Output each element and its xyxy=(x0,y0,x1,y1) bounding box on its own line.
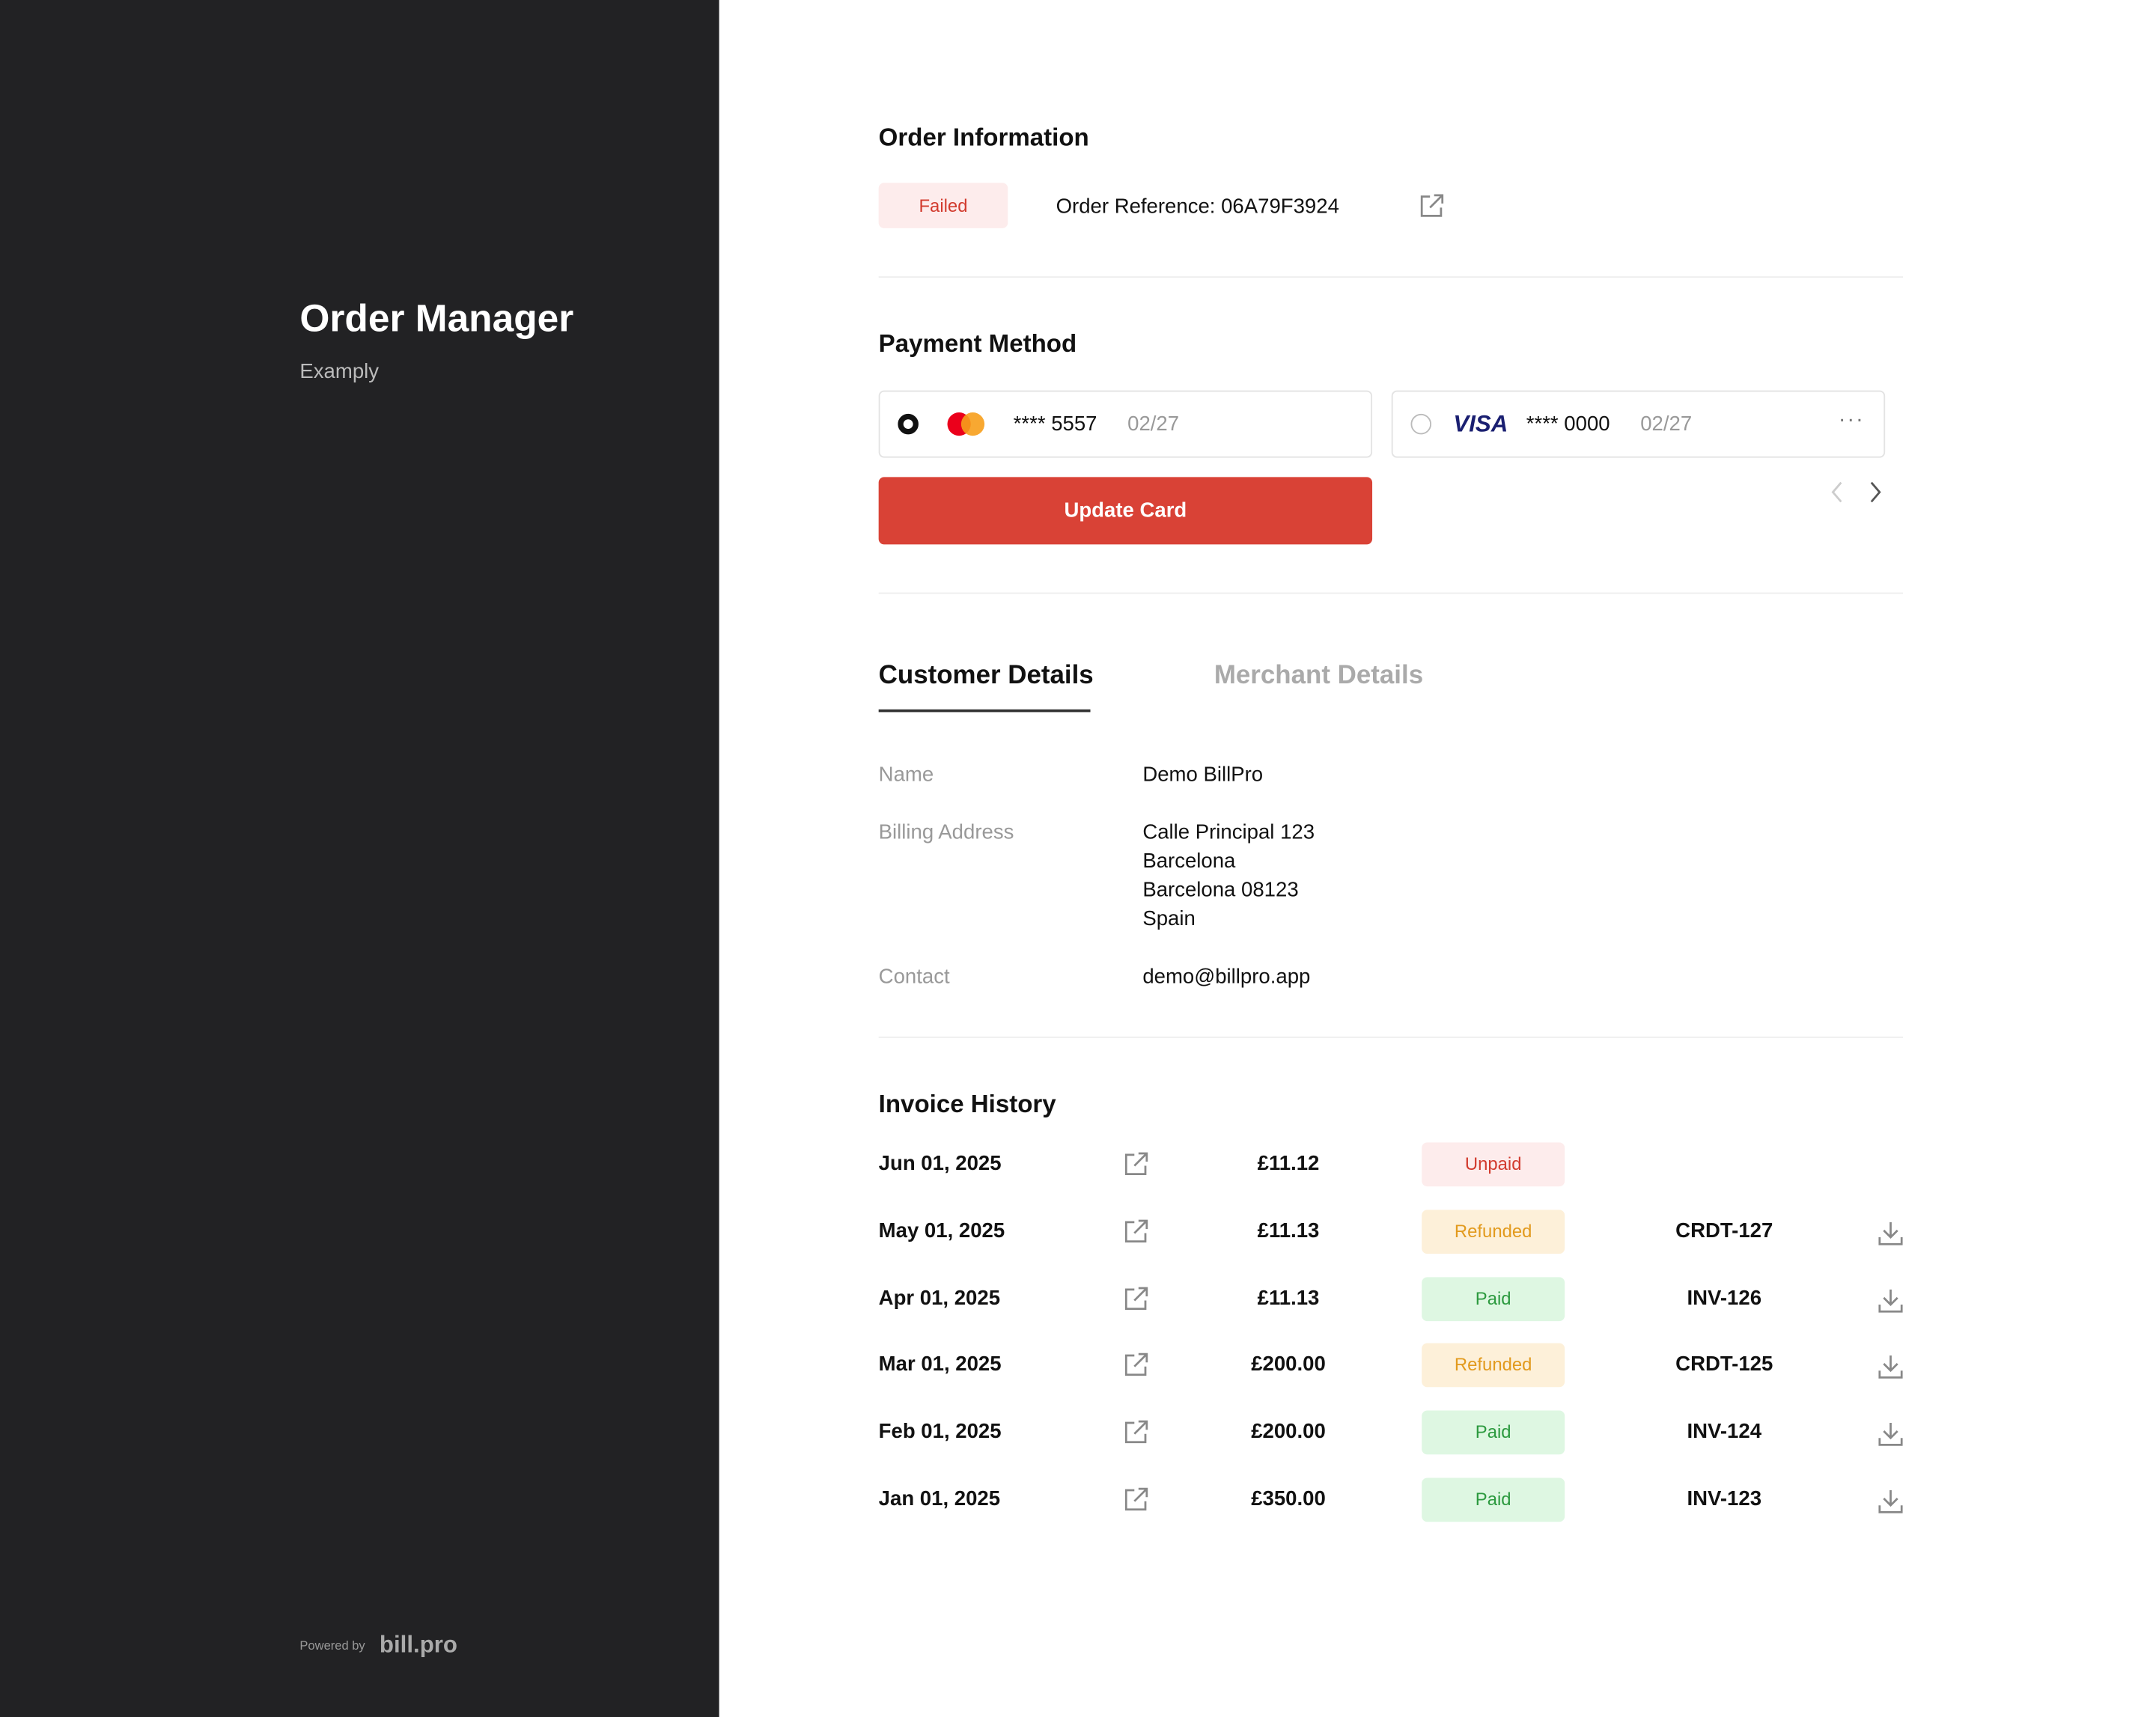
detail-value: Barcelona xyxy=(1142,850,1236,873)
open-link-icon[interactable] xyxy=(1418,192,1446,220)
invoice-status-pill xyxy=(1422,1410,1565,1455)
app-title: Order Manager xyxy=(299,296,574,340)
invoice-date: Feb 01, 2025 xyxy=(878,1420,1002,1444)
section-heading: Order Information xyxy=(878,123,1089,152)
open-invoice-icon[interactable] xyxy=(1122,1486,1150,1514)
invoice-status-pill xyxy=(1422,1477,1565,1522)
divider xyxy=(878,592,1904,594)
detail-value: Spain xyxy=(1142,907,1196,931)
button-label[interactable]: Update Card xyxy=(1064,498,1187,522)
invoice-status: Paid xyxy=(1475,1287,1511,1308)
icon-path xyxy=(1124,1487,1148,1511)
download-icon[interactable] xyxy=(1877,1219,1904,1247)
invoice-date: Jan 01, 2025 xyxy=(878,1487,1001,1511)
payment-card[interactable] xyxy=(878,390,1373,458)
invoice-date: Apr 01, 2025 xyxy=(878,1286,1001,1310)
status-pill xyxy=(878,183,1008,228)
invoice-amount: £11.13 xyxy=(1257,1219,1320,1243)
card-expiry: 02/27 xyxy=(1127,412,1180,436)
invoice-status-pill xyxy=(1422,1276,1565,1321)
invoice-date: May 01, 2025 xyxy=(878,1219,1005,1243)
card-brand: VISA xyxy=(1453,411,1508,438)
invoice-amount: £200.00 xyxy=(1251,1353,1326,1377)
icon-path xyxy=(1878,1289,1903,1312)
invoice-number: INV-126 xyxy=(1687,1286,1762,1310)
invoice-status: Refunded xyxy=(1454,1220,1532,1242)
invoice-number: CRDT-125 xyxy=(1675,1353,1773,1377)
order-reference: Order Reference: 06A79F3924 xyxy=(1056,195,1339,219)
open-invoice-icon[interactable] xyxy=(1122,1419,1150,1447)
invoice-amount: £11.12 xyxy=(1257,1152,1320,1176)
detail-label: Billing Address xyxy=(878,820,1014,844)
icon-path xyxy=(1124,1152,1148,1175)
invoice-status: Unpaid xyxy=(1464,1153,1522,1174)
tab[interactable]: Merchant Details xyxy=(1213,661,1424,691)
icon-path xyxy=(1124,1286,1148,1310)
detail-value: Barcelona 08123 xyxy=(1142,878,1299,902)
open-invoice-icon[interactable] xyxy=(1122,1150,1150,1178)
section-heading: Invoice History xyxy=(878,1090,1056,1118)
icon-path xyxy=(1878,1355,1903,1379)
icon-path xyxy=(1124,1421,1148,1444)
invoice-number: INV-124 xyxy=(1687,1420,1762,1444)
prev-arrow[interactable] xyxy=(1829,480,1845,504)
invoice-status-pill xyxy=(1422,1344,1565,1388)
tab-active[interactable]: Customer Details xyxy=(878,661,1094,691)
open-invoice-icon[interactable] xyxy=(1122,1285,1150,1313)
invoice-status: Paid xyxy=(1475,1489,1511,1510)
powered-by: Powered by xyxy=(299,1638,365,1653)
invoice-status-pill xyxy=(1422,1209,1565,1254)
detail-value: Calle Principal 123 xyxy=(1142,820,1315,844)
merchant-name: Examply xyxy=(299,360,380,384)
section-heading: Payment Method xyxy=(878,329,1077,358)
radio[interactable] xyxy=(898,413,919,435)
invoice-date: Mar 01, 2025 xyxy=(878,1353,1002,1377)
tab-underline xyxy=(878,709,1091,713)
invoice-status: Paid xyxy=(1475,1421,1511,1443)
divider xyxy=(878,1036,1904,1038)
invoice-amount: £11.13 xyxy=(1257,1286,1320,1310)
card-number: **** 0000 xyxy=(1526,412,1610,436)
download-icon[interactable] xyxy=(1877,1487,1904,1515)
icon-path xyxy=(1878,1423,1903,1447)
open-invoice-icon[interactable] xyxy=(1122,1352,1150,1379)
payment-card[interactable] xyxy=(1391,390,1886,458)
icon-path xyxy=(1878,1222,1903,1245)
detail-label: Contact xyxy=(878,965,950,989)
invoice-date: Jun 01, 2025 xyxy=(878,1152,1002,1176)
invoice-amount: £350.00 xyxy=(1251,1487,1326,1511)
brand-logo: bill.pro xyxy=(379,1632,458,1659)
download-icon[interactable] xyxy=(1877,1286,1904,1314)
next-arrow[interactable] xyxy=(1867,480,1884,504)
update-card-button[interactable] xyxy=(878,477,1373,545)
invoice-number: INV-123 xyxy=(1687,1487,1762,1511)
card-logo xyxy=(960,412,985,436)
sidebar xyxy=(0,0,719,1717)
icon-path xyxy=(1124,1353,1148,1376)
download-icon[interactable] xyxy=(1877,1353,1904,1381)
card-menu[interactable]: ··· xyxy=(1838,408,1865,432)
card-number: **** 5557 xyxy=(1013,412,1097,436)
radio[interactable] xyxy=(1410,413,1432,435)
invoice-status: Refunded xyxy=(1454,1354,1532,1376)
download-icon[interactable] xyxy=(1877,1421,1904,1448)
invoice-number: CRDT-127 xyxy=(1675,1219,1773,1243)
invoice-amount: £200.00 xyxy=(1251,1420,1326,1444)
detail-label: Name xyxy=(878,763,934,787)
detail-value: demo@billpro.app xyxy=(1142,965,1311,989)
divider xyxy=(878,276,1904,278)
icon-path xyxy=(1124,1219,1148,1242)
card-expiry: 02/27 xyxy=(1640,412,1693,436)
icon-path xyxy=(1878,1490,1903,1513)
status-text: Failed xyxy=(919,195,968,216)
invoice-status-pill xyxy=(1422,1142,1565,1187)
detail-value: Demo BillPro xyxy=(1142,763,1264,787)
open-invoice-icon[interactable] xyxy=(1122,1218,1150,1245)
